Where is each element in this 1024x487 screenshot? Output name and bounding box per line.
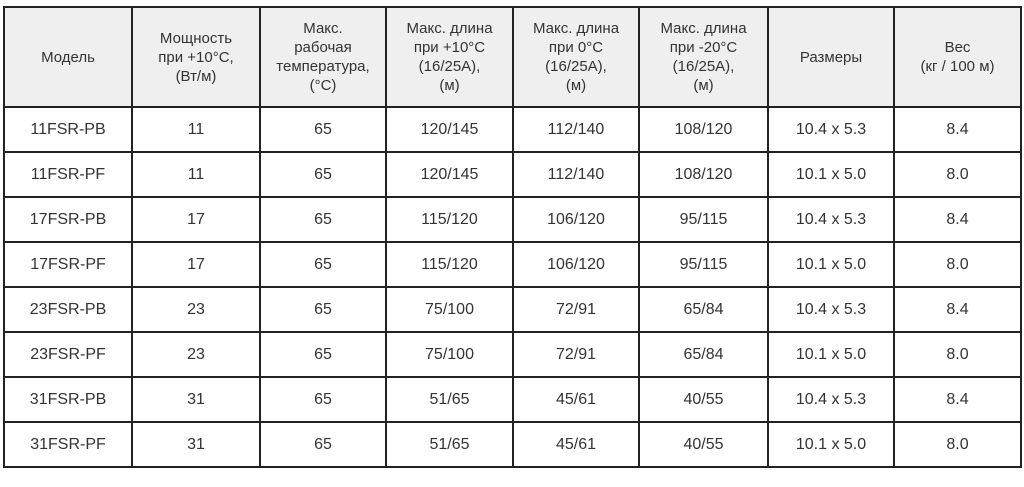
header-max-length-minus20c: Макс. длина при -20°C (16/25A), (м) xyxy=(638,6,769,108)
cell-max-length-10c: 75/100 xyxy=(385,331,514,378)
cell-max-temp: 65 xyxy=(259,376,387,423)
cell-max-length-10c: 115/120 xyxy=(385,196,514,243)
cell-max-length-minus20c: 65/84 xyxy=(638,331,769,378)
cell-max-length-10c: 51/65 xyxy=(385,376,514,423)
cell-max-temp: 65 xyxy=(259,241,387,288)
cell-max-length-minus20c: 40/55 xyxy=(638,421,769,468)
table-row: 11FSR-PF 11 65 120/145 112/140 108/120 10.1 x … xyxy=(3,151,1022,198)
cell-dimensions: 10.4 x 5.3 xyxy=(767,106,895,153)
cell-max-temp: 65 xyxy=(259,286,387,333)
cell-max-length-0c: 45/61 xyxy=(512,376,640,423)
table-row: 23FSR-PF 23 65 75/100 72/91 65/84 10.1 x 5.0 8.… xyxy=(3,331,1022,378)
cell-model: 31FSR-PB xyxy=(3,376,133,423)
header-row: Модель Мощность при +10°C, (Вт/м) Макс. ра… xyxy=(3,6,1022,108)
cell-max-length-minus20c: 108/120 xyxy=(638,151,769,198)
cell-weight: 8.0 xyxy=(893,331,1022,378)
cell-max-length-minus20c: 95/115 xyxy=(638,241,769,288)
header-model: Модель xyxy=(3,6,133,108)
table-row: 17FSR-PF 17 65 115/120 106/120 95/115 10.1 x 5… xyxy=(3,241,1022,288)
cell-max-length-0c: 72/91 xyxy=(512,331,640,378)
cell-max-length-minus20c: 65/84 xyxy=(638,286,769,333)
cell-model: 17FSR-PF xyxy=(3,241,133,288)
cell-max-length-0c: 106/120 xyxy=(512,196,640,243)
cell-power: 31 xyxy=(131,421,261,468)
cell-dimensions: 10.4 x 5.3 xyxy=(767,286,895,333)
cell-max-temp: 65 xyxy=(259,106,387,153)
specs-table: Модель Мощность при +10°C, (Вт/м) Макс. ра… xyxy=(3,6,1022,468)
cell-max-temp: 65 xyxy=(259,196,387,243)
header-max-temp: Макс. рабочая температура, (°C) xyxy=(259,6,387,108)
cell-power: 23 xyxy=(131,331,261,378)
cell-max-temp: 65 xyxy=(259,421,387,468)
cell-weight: 8.4 xyxy=(893,196,1022,243)
cell-max-length-10c: 120/145 xyxy=(385,106,514,153)
cell-dimensions: 10.4 x 5.3 xyxy=(767,376,895,423)
cell-weight: 8.0 xyxy=(893,241,1022,288)
cell-dimensions: 10.1 x 5.0 xyxy=(767,331,895,378)
cell-power: 17 xyxy=(131,241,261,288)
table-row: 31FSR-PB 31 65 51/65 45/61 40/55 10.4 x 5.3 8.4 xyxy=(3,376,1022,423)
cell-power: 11 xyxy=(131,151,261,198)
header-dimensions: Размеры xyxy=(767,6,895,108)
cell-power: 17 xyxy=(131,196,261,243)
header-max-length-10c: Макс. длина при +10°C (16/25A), (м) xyxy=(385,6,514,108)
cell-max-length-minus20c: 108/120 xyxy=(638,106,769,153)
cell-max-length-0c: 45/61 xyxy=(512,421,640,468)
header-power: Мощность при +10°C, (Вт/м) xyxy=(131,6,261,108)
cell-max-length-minus20c: 40/55 xyxy=(638,376,769,423)
cell-power: 11 xyxy=(131,106,261,153)
cell-max-temp: 65 xyxy=(259,151,387,198)
cell-dimensions: 10.4 x 5.3 xyxy=(767,196,895,243)
cell-model: 17FSR-PB xyxy=(3,196,133,243)
cell-weight: 8.4 xyxy=(893,106,1022,153)
cell-max-length-0c: 112/140 xyxy=(512,106,640,153)
cell-max-length-10c: 115/120 xyxy=(385,241,514,288)
cell-weight: 8.4 xyxy=(893,286,1022,333)
cell-model: 31FSR-PF xyxy=(3,421,133,468)
header-max-length-0c: Макс. длина при 0°C (16/25A), (м) xyxy=(512,6,640,108)
cell-dimensions: 10.1 x 5.0 xyxy=(767,151,895,198)
cell-max-length-10c: 75/100 xyxy=(385,286,514,333)
table-row: 31FSR-PF 31 65 51/65 45/61 40/55 10.1 x 5.0 8.0 xyxy=(3,421,1022,468)
cell-dimensions: 10.1 x 5.0 xyxy=(767,421,895,468)
cell-max-length-0c: 106/120 xyxy=(512,241,640,288)
cell-weight: 8.0 xyxy=(893,421,1022,468)
cell-max-length-10c: 120/145 xyxy=(385,151,514,198)
cell-model: 11FSR-PB xyxy=(3,106,133,153)
cell-power: 31 xyxy=(131,376,261,423)
cell-weight: 8.0 xyxy=(893,151,1022,198)
cell-max-length-0c: 72/91 xyxy=(512,286,640,333)
table-row: 11FSR-PB 11 65 120/145 112/140 108/120 10.4 x … xyxy=(3,106,1022,153)
cell-max-temp: 65 xyxy=(259,331,387,378)
cell-max-length-10c: 51/65 xyxy=(385,421,514,468)
cell-model: 23FSR-PF xyxy=(3,331,133,378)
header-weight: Вес (кг / 100 м) xyxy=(893,6,1022,108)
cell-model: 23FSR-PB xyxy=(3,286,133,333)
table-row: 23FSR-PB 23 65 75/100 72/91 65/84 10.4 x 5.3 8.… xyxy=(3,286,1022,333)
cell-weight: 8.4 xyxy=(893,376,1022,423)
cell-dimensions: 10.1 x 5.0 xyxy=(767,241,895,288)
cell-max-length-minus20c: 95/115 xyxy=(638,196,769,243)
cell-model: 11FSR-PF xyxy=(3,151,133,198)
cell-power: 23 xyxy=(131,286,261,333)
cell-max-length-0c: 112/140 xyxy=(512,151,640,198)
table-row: 17FSR-PB 17 65 115/120 106/120 95/115 10.4 x 5… xyxy=(3,196,1022,243)
